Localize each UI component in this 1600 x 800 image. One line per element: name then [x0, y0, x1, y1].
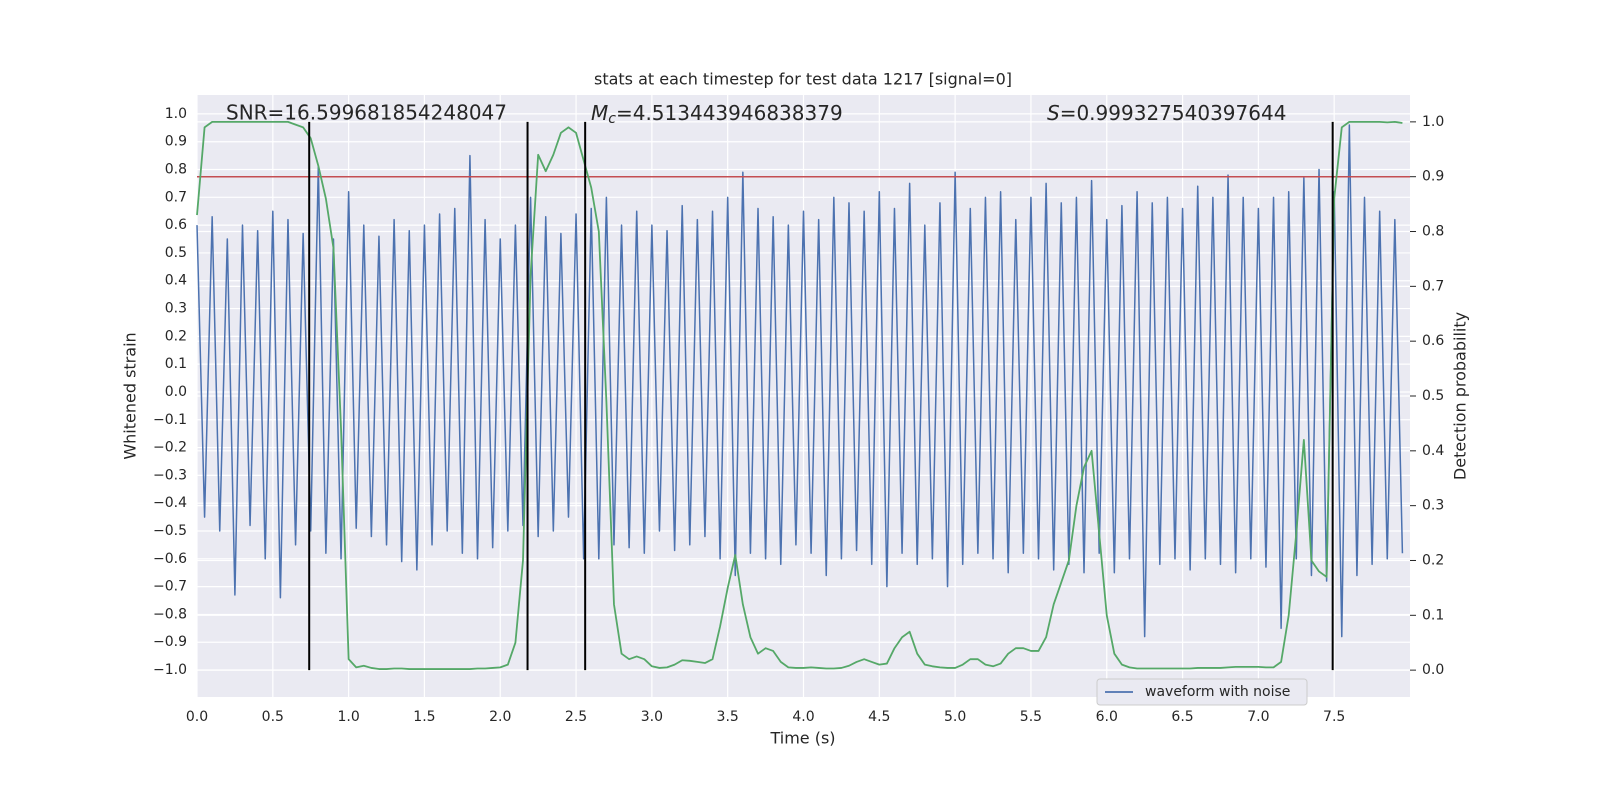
series-line: [196, 120, 1403, 670]
y-tick-label: 0.7: [165, 189, 187, 205]
y-tick-label: 1.0: [165, 106, 187, 122]
x-tick-label: 2.0: [489, 709, 511, 725]
x-tick-label: 1.0: [337, 709, 359, 725]
series-line: [196, 124, 1404, 638]
y2-tick-label: 0.1: [1422, 607, 1444, 623]
x-tick-label: 5.0: [944, 709, 966, 725]
annotation: Mc=4.513443946838379: [591, 101, 843, 128]
annotation-text: =0.999327540397644: [1060, 101, 1287, 125]
y-tick-label: −0.8: [153, 606, 187, 622]
y-tick-label: −0.2: [153, 440, 187, 456]
y-tick-label: 0.8: [165, 162, 187, 178]
y2-tick-label: 0.0: [1422, 662, 1444, 678]
x-tick-label: 3.0: [641, 709, 663, 725]
y2-tick-label: 1.0: [1422, 114, 1444, 130]
y-tick-label: −0.3: [153, 467, 187, 483]
y-axis-label: Whitened strain: [121, 332, 140, 459]
annotation-symbol: S: [1047, 101, 1060, 125]
x-tick-label: 2.5: [565, 709, 587, 725]
y-tick-label: 0.3: [165, 301, 187, 317]
y2-tick-label: 0.4: [1422, 443, 1444, 459]
legend-label: waveform with noise: [1145, 684, 1290, 700]
y-tick-label: −0.4: [153, 495, 187, 511]
y2-tick-label: 0.5: [1422, 388, 1444, 404]
x-tick-label: 3.5: [717, 709, 739, 725]
y2-tick-label: 0.3: [1422, 498, 1444, 514]
y-tick-label: −1.0: [153, 662, 187, 678]
y2-tick-label: 0.6: [1422, 333, 1444, 349]
chart-title: stats at each timestep for test data 121…: [594, 70, 1012, 89]
annotation-text: =4.513443946838379: [616, 101, 843, 125]
x-tick-label: 7.5: [1323, 709, 1345, 725]
x-tick-label: 7.0: [1247, 709, 1269, 725]
x-tick-label: 0.0: [186, 709, 208, 725]
y-tick-label: 0.2: [165, 328, 187, 344]
y-tick-label: 0.5: [165, 245, 187, 261]
x-tick-label: 6.0: [1096, 709, 1118, 725]
annotation: SNR=16.599681854248047: [226, 101, 507, 125]
annotation-symbol: M: [591, 101, 608, 125]
y-tick-label: 0.0: [165, 384, 187, 400]
y2-axis-label: Detection probability: [1451, 312, 1470, 480]
x-axis-label: Time (s): [769, 729, 835, 748]
y2-tick-label: 0.7: [1422, 278, 1444, 294]
x-tick-label: 6.5: [1171, 709, 1193, 725]
annotation-subscript: c: [608, 111, 616, 127]
y-tick-label: 0.4: [165, 273, 187, 289]
y-tick-label: 0.1: [165, 356, 187, 372]
x-tick-label: 4.0: [792, 709, 814, 725]
x-tick-label: 4.5: [868, 709, 890, 725]
y-tick-label: −0.1: [153, 412, 187, 428]
y-tick-label: −0.7: [153, 579, 187, 595]
y-tick-label: 0.9: [165, 134, 187, 150]
x-tick-label: 0.5: [262, 709, 284, 725]
y-tick-label: −0.9: [153, 634, 187, 650]
legend: waveform with noise: [1096, 678, 1308, 706]
y2-tick-label: 0.9: [1422, 169, 1444, 185]
x-tick-label: 5.5: [1020, 709, 1042, 725]
x-tick-label: 1.5: [413, 709, 435, 725]
y-tick-label: 0.6: [165, 217, 187, 233]
legend-box: [1096, 678, 1308, 706]
y-tick-label: −0.5: [153, 523, 187, 539]
y-tick-label: −0.6: [153, 551, 187, 567]
annotation: S=0.999327540397644: [1047, 101, 1286, 125]
y2-tick-label: 0.8: [1422, 224, 1444, 240]
y2-tick-label: 0.2: [1422, 552, 1444, 568]
